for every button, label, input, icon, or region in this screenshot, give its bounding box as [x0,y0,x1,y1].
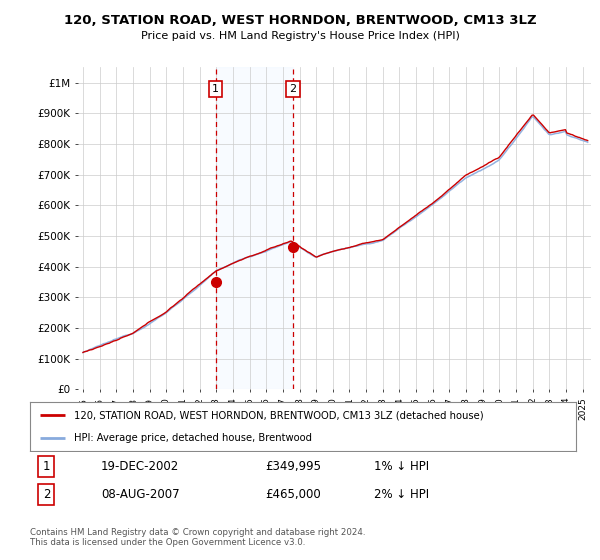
Text: 2% ↓ HPI: 2% ↓ HPI [374,488,429,501]
Text: 1: 1 [212,83,219,94]
Text: 2: 2 [289,83,296,94]
Text: 120, STATION ROAD, WEST HORNDON, BRENTWOOD, CM13 3LZ (detached house): 120, STATION ROAD, WEST HORNDON, BRENTWO… [74,410,484,421]
Text: Price paid vs. HM Land Registry's House Price Index (HPI): Price paid vs. HM Land Registry's House … [140,31,460,41]
Text: £465,000: £465,000 [265,488,320,501]
Text: £349,995: £349,995 [265,460,321,473]
Text: 1: 1 [43,460,50,473]
Text: 2: 2 [43,488,50,501]
Text: HPI: Average price, detached house, Brentwood: HPI: Average price, detached house, Bren… [74,433,311,444]
Bar [216,67,293,389]
Text: 1% ↓ HPI: 1% ↓ HPI [374,460,429,473]
Text: 120, STATION ROAD, WEST HORNDON, BRENTWOOD, CM13 3LZ: 120, STATION ROAD, WEST HORNDON, BRENTWO… [64,14,536,27]
Text: 19-DEC-2002: 19-DEC-2002 [101,460,179,473]
Text: 08-AUG-2007: 08-AUG-2007 [101,488,179,501]
Text: Contains HM Land Registry data © Crown copyright and database right 2024.
This d: Contains HM Land Registry data © Crown c… [30,528,365,548]
